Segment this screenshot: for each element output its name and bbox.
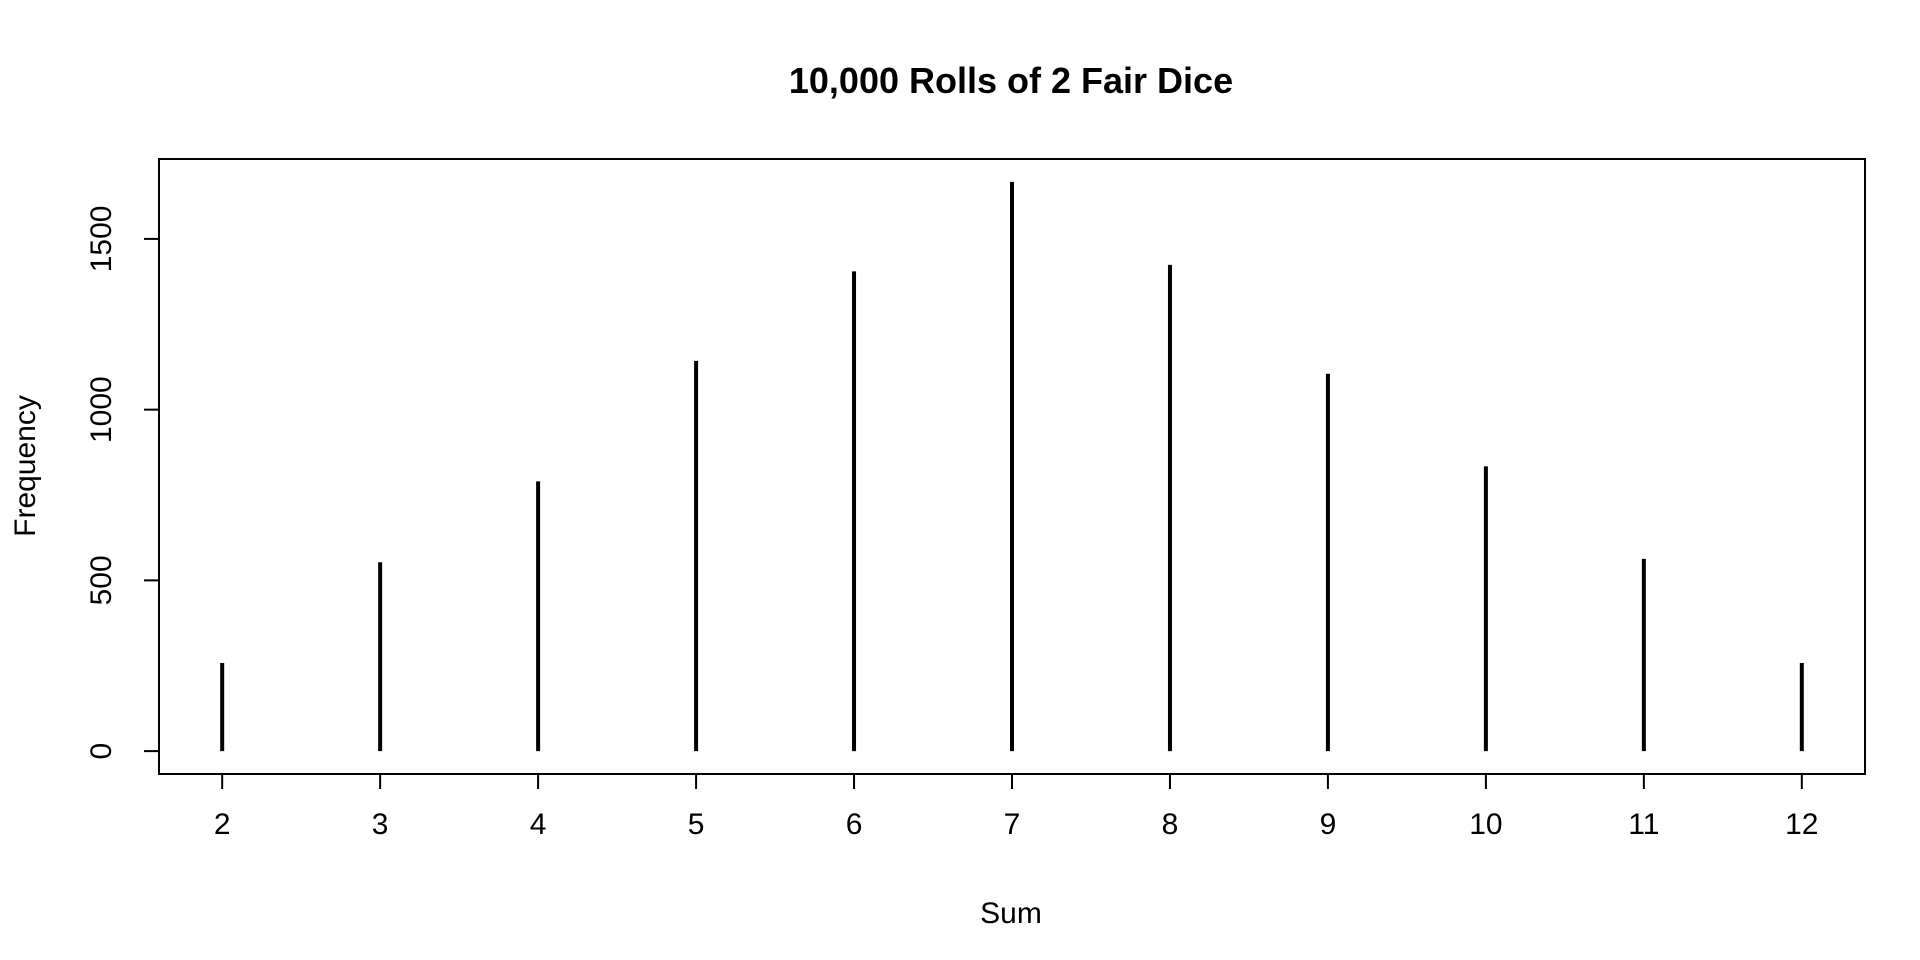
x-tick-label-3: 3: [372, 808, 389, 841]
x-tick-label-5: 5: [688, 808, 705, 841]
x-tick-label-8: 8: [1162, 808, 1179, 841]
x-tick-label-11: 11: [1628, 808, 1659, 841]
y-tick-label-500: 500: [85, 555, 118, 605]
y-tick-label-1500: 1500: [85, 206, 118, 273]
x-axis-label: Sum: [980, 897, 1042, 930]
x-tick-label-2: 2: [214, 808, 231, 841]
y-axis: 0 500 1000 1500: [85, 206, 159, 760]
x-tick-label-6: 6: [846, 808, 863, 841]
y-tick-label-0: 0: [85, 743, 118, 760]
y-axis-label: Frequency: [9, 395, 42, 537]
x-tick-label-10: 10: [1469, 808, 1502, 841]
x-axis: 2 3 4 5 6 7 8 9 10 11 12: [214, 774, 1819, 841]
y-tick-label-1000: 1000: [85, 376, 118, 443]
x-tick-label-7: 7: [1004, 808, 1021, 841]
x-tick-label-12: 12: [1785, 808, 1818, 841]
spike-series: [220, 181, 1804, 752]
x-tick-label-9: 9: [1320, 808, 1337, 841]
x-tick-label-4: 4: [530, 808, 547, 841]
chart-title: 10,000 Rolls of 2 Fair Dice: [789, 60, 1233, 101]
